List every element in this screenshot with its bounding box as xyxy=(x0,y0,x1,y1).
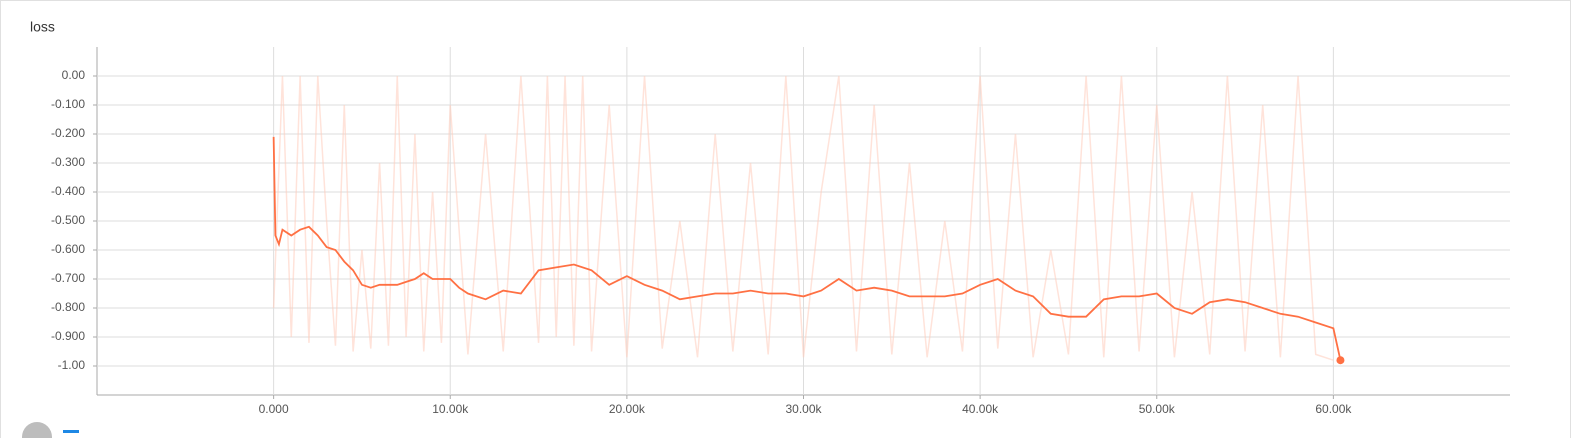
x-tick-label: 60.00k xyxy=(1315,402,1352,416)
y-tick-label: -0.700 xyxy=(51,271,85,285)
x-tick-label: 20.00k xyxy=(609,402,646,416)
x-tick-label: 10.00k xyxy=(432,402,469,416)
x-tick-label: 50.00k xyxy=(1139,402,1176,416)
fit-button[interactable] xyxy=(22,422,52,438)
y-tick-label: -0.900 xyxy=(51,329,85,343)
y-tick-label: -0.500 xyxy=(51,213,85,227)
y-tick-label: -0.300 xyxy=(51,155,85,169)
y-tick-label: -0.200 xyxy=(51,126,85,140)
y-tick-label: -0.800 xyxy=(51,300,85,314)
x-tick-label: 30.00k xyxy=(785,402,822,416)
chart-title: loss xyxy=(30,19,55,35)
raw-line xyxy=(272,75,1334,361)
y-tick-label: -0.100 xyxy=(51,97,85,111)
menu-icon[interactable] xyxy=(63,430,79,433)
y-tick-label: 0.00 xyxy=(62,68,86,82)
y-tick-label: -0.400 xyxy=(51,184,85,198)
x-tick-label: 0.000 xyxy=(259,402,289,416)
smoothed-line xyxy=(272,136,1342,361)
y-tick-label: -1.00 xyxy=(58,358,86,372)
x-tick-label: 40.00k xyxy=(962,402,999,416)
y-tick-label: -0.600 xyxy=(51,242,85,256)
end-point xyxy=(1336,356,1345,365)
